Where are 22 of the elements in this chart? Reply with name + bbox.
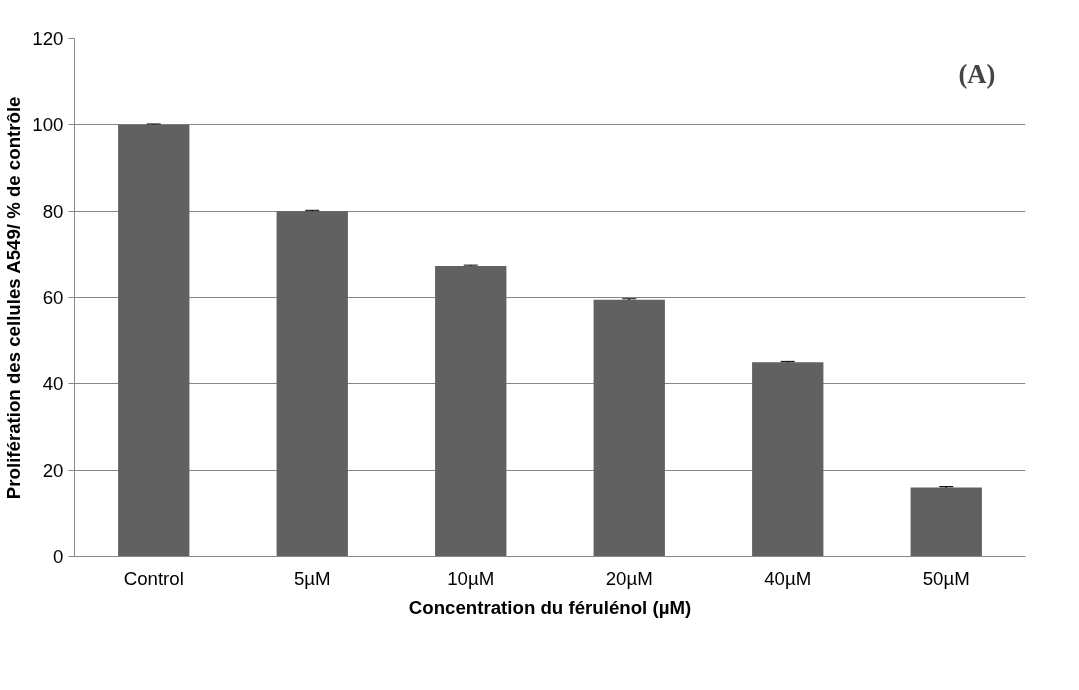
x-axis-title: Concentration du férulénol (µM): [408, 596, 692, 618]
x-tick-label: 5µM: [293, 567, 331, 589]
x-tick-label: 20µM: [605, 567, 653, 589]
bar: [276, 211, 348, 557]
y-tick-label: 120: [32, 28, 64, 49]
bar: [593, 299, 665, 557]
x-tick-label: 50µM: [922, 567, 970, 589]
y-tick-label: 40: [42, 373, 64, 395]
y-tick-label: 60: [42, 287, 64, 308]
bar: [118, 124, 190, 557]
bar: [752, 362, 824, 557]
y-tick-label: 0: [53, 546, 64, 567]
x-tick-label: Control: [123, 567, 184, 589]
bar: [435, 265, 507, 557]
annotation: (A): [958, 58, 996, 89]
y-tick-label: 80: [42, 200, 64, 222]
y-axis-title: Prolifération des cellules A549/ % de contrôle: [3, 96, 25, 500]
x-tick-label: 10µM: [447, 567, 495, 589]
y-tick-label: 100: [32, 114, 64, 136]
y-tick-label: 20: [42, 459, 64, 481]
bar: [910, 487, 982, 557]
x-tick-label: 40µM: [764, 567, 812, 589]
